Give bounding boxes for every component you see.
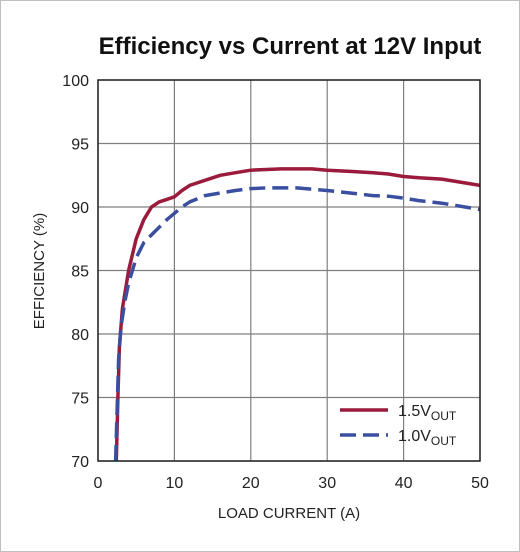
x-tick-label: 30 <box>318 475 336 492</box>
tick-labels: 0 10 20 30 40 50 70 75 80 85 90 95 100 <box>62 73 489 492</box>
y-tick-label: 95 <box>71 137 89 154</box>
legend: 1.5VOUT 1.0VOUT <box>340 403 457 448</box>
y-tick-label: 70 <box>71 454 89 471</box>
series-lines <box>113 167 481 462</box>
x-tick-label: 50 <box>471 475 489 492</box>
y-axis-label: EFFICIENCY (%) <box>31 213 48 329</box>
y-tick-label: 100 <box>62 73 89 90</box>
y-tick-label: 75 <box>71 391 89 408</box>
y-tick-label: 80 <box>71 327 89 344</box>
x-tick-label: 0 <box>94 475 103 492</box>
plot-border <box>97 79 481 462</box>
y-tick-label: 85 <box>71 264 89 281</box>
legend-label-1: 1.5VOUT <box>398 403 457 423</box>
x-tick-label: 40 <box>395 475 413 492</box>
series-line-2 <box>113 186 481 462</box>
x-axis-label: LOAD CURRENT (A) <box>218 505 360 522</box>
y-tick-label: 90 <box>71 200 89 217</box>
chart-title: Efficiency vs Current at 12V Input <box>99 33 482 60</box>
x-tick-label: 20 <box>242 475 260 492</box>
x-tick-label: 10 <box>166 475 184 492</box>
legend-label-2: 1.0VOUT <box>398 428 457 448</box>
series-line-1 <box>114 167 481 462</box>
